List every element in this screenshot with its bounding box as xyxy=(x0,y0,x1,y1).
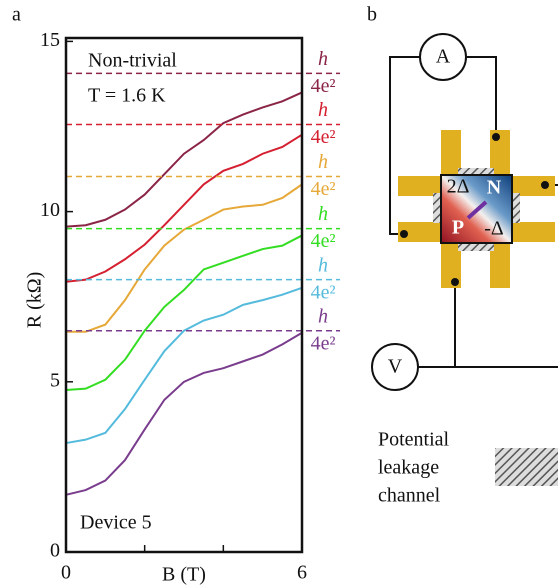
node xyxy=(541,181,549,189)
region-label: 2Δ xyxy=(447,176,470,198)
plateau-label-numerator: h xyxy=(318,48,328,70)
y-tick-label: 5 xyxy=(50,369,60,391)
region-label: P xyxy=(452,217,464,239)
plateau-label-denominator: 4e² xyxy=(311,281,336,303)
x-axis-label: B (T) xyxy=(162,564,206,586)
data-line xyxy=(66,135,302,282)
plot-frame xyxy=(66,38,302,552)
plateau-label-denominator: 4e² xyxy=(311,126,336,148)
panel-label: b xyxy=(367,4,377,26)
plateau-label-numerator: h xyxy=(318,99,328,121)
node xyxy=(451,278,459,286)
plateau-label-denominator: 4e² xyxy=(311,332,336,354)
plateau-label-numerator: h xyxy=(318,203,328,225)
annotation: T = 1.6 K xyxy=(88,85,166,107)
leakage-channel xyxy=(512,193,520,223)
ammeter-label: A xyxy=(436,46,451,68)
data-line xyxy=(66,92,302,226)
annotation: Device 5 xyxy=(80,512,152,534)
legend-text: channel xyxy=(378,485,441,507)
region-label: -Δ xyxy=(484,218,504,240)
plateau-label-denominator: 4e² xyxy=(311,178,336,200)
voltmeter-label: V xyxy=(388,356,403,378)
plateau-label-numerator: h xyxy=(318,254,328,276)
plateau-label-denominator: 4e² xyxy=(311,75,336,97)
node xyxy=(400,230,408,238)
node xyxy=(492,133,500,141)
data-line xyxy=(66,184,302,331)
x-tick-label: 6 xyxy=(297,562,307,584)
wire xyxy=(466,57,496,136)
plateau-label-numerator: h xyxy=(318,151,328,173)
y-axis-label: R (kΩ) xyxy=(24,272,46,329)
figure: a b Non-trivial T = 1.6 K Device 5 B (T)… xyxy=(0,0,558,587)
plateau-label-numerator: h xyxy=(318,305,328,327)
y-tick-label: 0 xyxy=(50,540,60,562)
x-tick-label: 0 xyxy=(61,562,71,584)
leakage-channel xyxy=(433,193,441,223)
plateau-label-denominator: 4e² xyxy=(311,230,336,252)
annotation: Non-trivial xyxy=(88,50,177,72)
leakage-channel xyxy=(458,243,494,251)
y-tick-label: 15 xyxy=(40,29,60,51)
region-label: N xyxy=(487,177,502,199)
data-line xyxy=(66,333,302,495)
data-line xyxy=(66,288,302,443)
legend-text: leakage xyxy=(378,457,439,479)
panel-label: a xyxy=(12,4,21,26)
wire xyxy=(390,57,420,234)
y-tick-label: 10 xyxy=(40,199,60,221)
legend-swatch xyxy=(495,448,558,486)
legend-text: Potential xyxy=(378,429,450,451)
data-line xyxy=(66,235,302,390)
